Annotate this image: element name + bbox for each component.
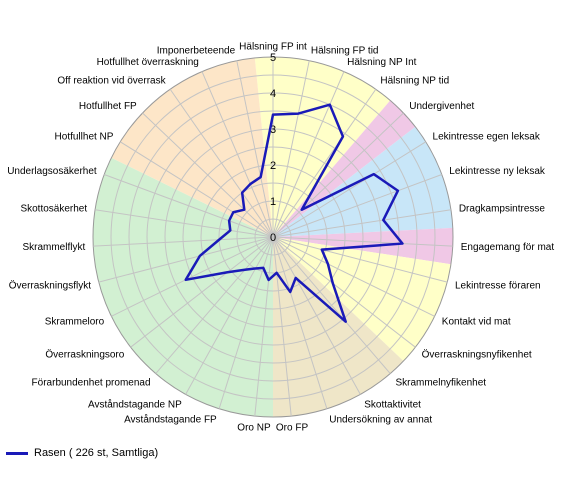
spoke — [272, 236, 361, 395]
radial-tick-label: 5 — [270, 52, 276, 64]
legend-swatch — [6, 451, 28, 455]
axis-label: Hotfullhet NP — [55, 131, 114, 142]
legend: Rasen ( 226 st, Samtliga) — [6, 443, 158, 463]
axis-label: Oro NP — [237, 423, 271, 434]
spoke — [130, 236, 274, 348]
axis-label: Skottosäkerhet — [20, 204, 87, 215]
axis-label: Kontakt vid mat — [442, 317, 511, 328]
axis-label: Förarbundenhet promenad — [32, 377, 151, 388]
axis-label: Lekintresse egen leksak — [433, 131, 541, 142]
sector-6 — [92, 157, 274, 417]
spoke — [272, 236, 391, 374]
axis-label: Hälsning NP tid — [380, 76, 449, 87]
axis-label: Lekintresse föraren — [455, 280, 541, 291]
spoke — [272, 141, 427, 238]
spoke — [272, 209, 451, 238]
axis-label: Skrammeloro — [45, 317, 105, 328]
spoke — [119, 141, 274, 238]
spoke — [236, 60, 274, 238]
spoke — [185, 236, 274, 395]
spoke — [272, 174, 442, 238]
spoke — [272, 236, 416, 348]
axis-label: Överraskningsoro — [45, 348, 124, 360]
spoke — [111, 236, 274, 317]
spoke — [201, 71, 274, 238]
spoke — [272, 236, 453, 247]
axis-label: Överraskningsnyfikenhet — [422, 348, 532, 360]
axis-label: Hälsning NP Int — [347, 57, 417, 68]
spoke — [254, 236, 274, 417]
spoke — [272, 236, 435, 317]
spoke — [272, 71, 345, 238]
axis-label: Undersökning av annat — [329, 415, 432, 426]
sector-7 — [111, 57, 274, 237]
spoke — [272, 112, 404, 238]
spoke — [272, 88, 377, 238]
axis-label: Oro FP — [276, 423, 309, 434]
radial-tick-label: 4 — [270, 88, 276, 100]
spoke — [93, 236, 274, 247]
axis-label: Skrammelflykt — [22, 242, 85, 253]
axis-label: Hälsning FP int — [239, 42, 307, 53]
spoke — [218, 236, 274, 409]
spoke — [169, 88, 274, 238]
legend-label: Rasen ( 226 st, Samtliga) — [34, 447, 159, 459]
axis-label: Avståndstagande NP — [88, 399, 182, 411]
spoke — [142, 112, 274, 238]
spoke — [272, 236, 292, 417]
axis-label: Lekintresse ny leksak — [449, 166, 546, 177]
axis-label: Engagemang för mat — [461, 242, 555, 253]
axis-label: Överraskningsflykt — [9, 279, 91, 291]
sector-5 — [273, 237, 404, 417]
axis-label: Hotfullhet överraskning — [97, 57, 199, 68]
spoke — [94, 209, 274, 238]
radial-tick-labels: 0 1 2 3 4 5 — [270, 52, 276, 244]
radial-tick-label: 0 — [270, 232, 276, 244]
radial-tick-label: 2 — [270, 160, 276, 172]
axis-label: Hotfullhet FP — [79, 101, 137, 112]
axis-label: Skrammelnyfikenhet — [395, 377, 486, 388]
radial-tick-label: 1 — [270, 196, 276, 208]
spoke — [155, 236, 274, 374]
radar-spokes — [93, 57, 453, 417]
series-layer — [184, 103, 404, 323]
axis-label: Hälsning FP tid — [311, 45, 379, 56]
series-line-0 — [184, 103, 404, 323]
axis-label: Skottaktivitet — [364, 400, 421, 411]
axis-label: Dragkampsintresse — [459, 204, 546, 215]
spoke — [272, 60, 310, 238]
axis-label: Underlagsosäkerhet — [7, 166, 97, 177]
spoke — [272, 236, 448, 283]
sector-0 — [254, 57, 391, 238]
spoke — [104, 174, 274, 238]
spoke — [98, 236, 274, 283]
radial-tick-label: 3 — [270, 124, 276, 136]
axis-label: Avståndstagande FP — [124, 414, 217, 426]
axis-label: Undergivenhet — [409, 101, 474, 112]
spoke — [272, 236, 328, 409]
axis-label: Imponerbeteende — [157, 45, 236, 56]
axis-label: Off reaktion vid överrask — [57, 76, 166, 87]
